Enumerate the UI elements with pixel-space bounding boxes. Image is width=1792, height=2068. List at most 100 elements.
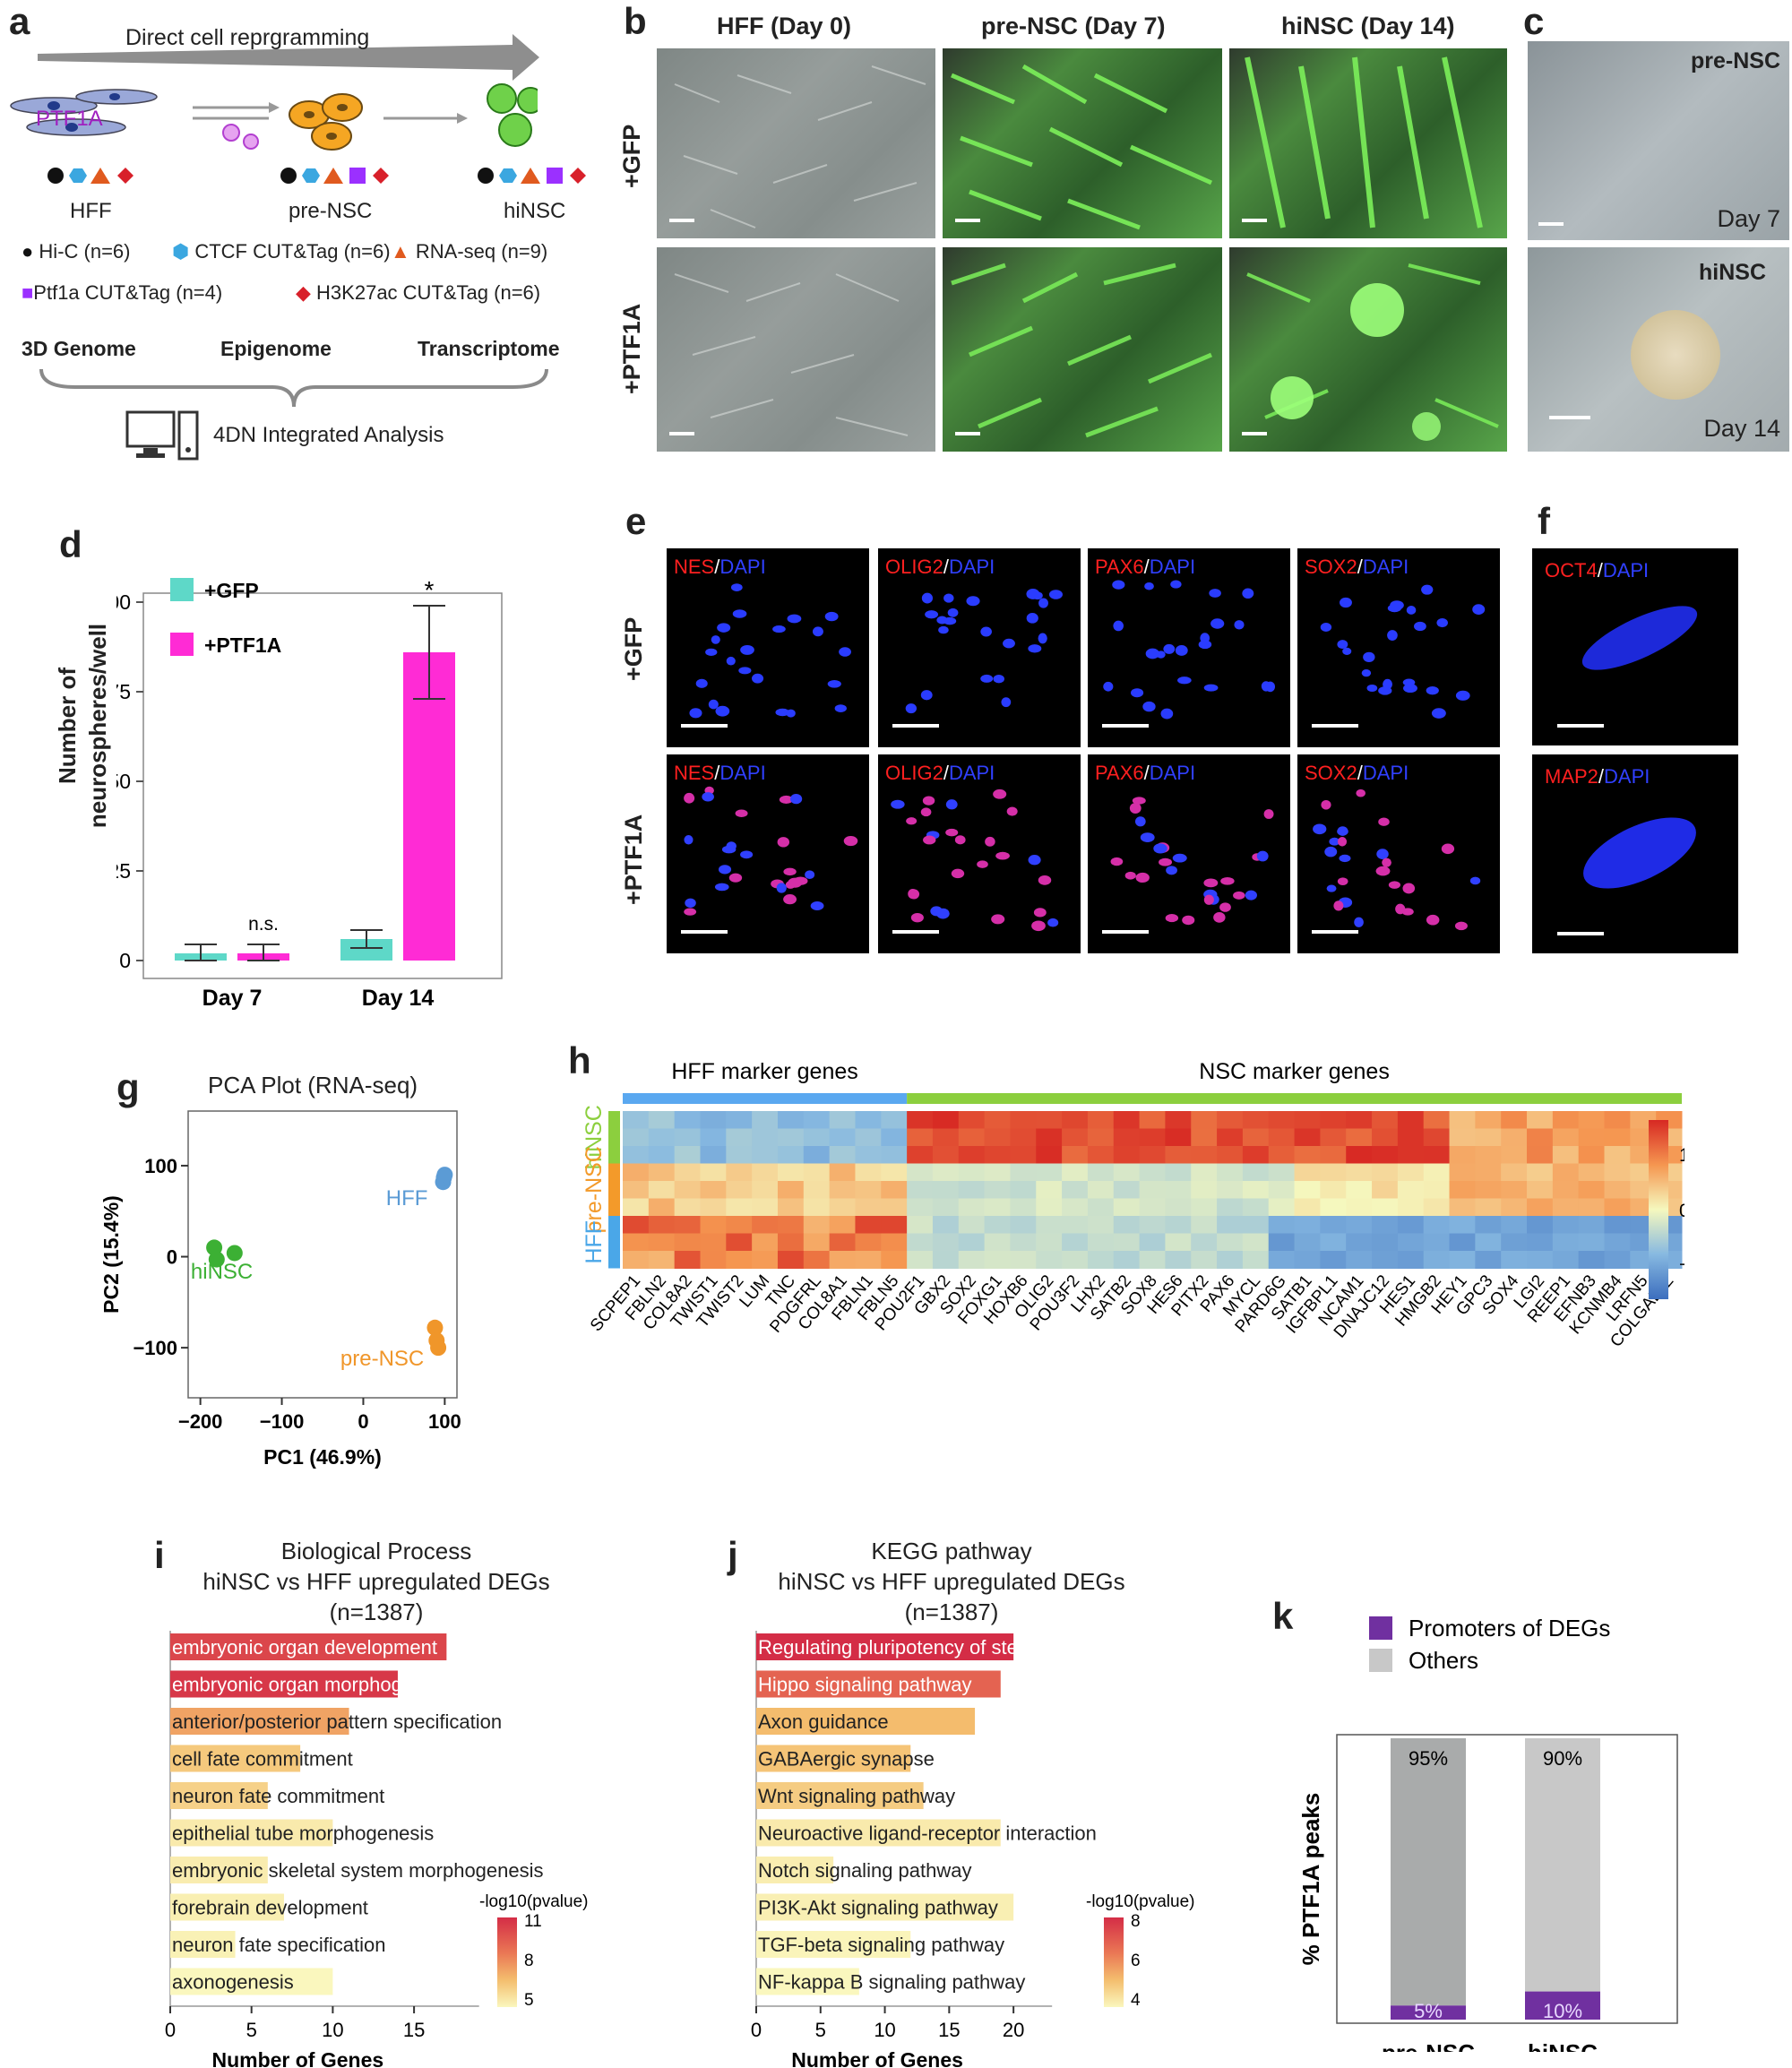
h-cell bbox=[1217, 1111, 1244, 1129]
nucleus bbox=[1436, 617, 1448, 628]
h-cell bbox=[1191, 1181, 1218, 1199]
legend-ptf1a: ■Ptf1a CUT&Tag (n=4) bbox=[22, 281, 223, 304]
h-cell bbox=[907, 1163, 934, 1182]
nucleus bbox=[1135, 872, 1150, 883]
nucleus bbox=[730, 583, 743, 591]
h-cell bbox=[623, 1216, 650, 1234]
nucleus bbox=[1001, 697, 1012, 708]
h-cell bbox=[1036, 1111, 1063, 1129]
nucleus bbox=[1047, 918, 1059, 927]
h-cell bbox=[1552, 1251, 1580, 1269]
nucleus bbox=[785, 881, 796, 889]
g-ytick-label: −100 bbox=[133, 1337, 177, 1359]
h-cell bbox=[1268, 1128, 1296, 1147]
h-cell bbox=[907, 1198, 934, 1217]
h-cell bbox=[1087, 1128, 1115, 1147]
h-cell bbox=[777, 1198, 805, 1217]
nucleus bbox=[1110, 857, 1124, 866]
k-bar-promoter bbox=[1391, 2005, 1466, 2020]
cell-schematic bbox=[0, 81, 544, 152]
nucleus bbox=[1003, 638, 1015, 649]
d-bar bbox=[403, 652, 455, 961]
h-cell bbox=[1475, 1181, 1502, 1199]
panel-letter-a: a bbox=[9, 0, 30, 42]
h-cell bbox=[855, 1198, 882, 1217]
g-xlabel: PC1 (46.9%) bbox=[263, 1445, 382, 1469]
nucleus bbox=[966, 596, 980, 607]
h-cell bbox=[1423, 1198, 1451, 1217]
h-cell bbox=[726, 1163, 753, 1182]
assay-shapes-icon bbox=[478, 168, 586, 184]
nucleus bbox=[789, 794, 803, 805]
nucleus bbox=[908, 889, 918, 900]
k-label-others: 95% bbox=[1409, 1747, 1448, 1770]
g-point bbox=[426, 1319, 444, 1336]
chart-i-bar-label: neuron fate specification bbox=[172, 1934, 386, 1956]
h-cell bbox=[700, 1111, 727, 1129]
j-title-line1: KEGG pathway bbox=[871, 1538, 1032, 1564]
h-cell bbox=[984, 1146, 1011, 1164]
h-cell bbox=[1423, 1251, 1451, 1269]
h-cell bbox=[1268, 1216, 1296, 1234]
h-cell bbox=[932, 1233, 960, 1252]
nucleus bbox=[751, 673, 764, 684]
h-cell bbox=[932, 1216, 960, 1234]
h-cell bbox=[726, 1198, 753, 1217]
h-cell bbox=[1320, 1198, 1347, 1217]
nucleus bbox=[1134, 816, 1146, 827]
h-cell bbox=[1475, 1128, 1502, 1147]
panel-letter-c: c bbox=[1523, 0, 1545, 42]
h-cell bbox=[777, 1111, 805, 1129]
nucleus bbox=[1378, 686, 1392, 695]
nucleus bbox=[1337, 827, 1348, 836]
h-cell bbox=[1320, 1251, 1347, 1269]
h-cell bbox=[958, 1111, 986, 1129]
h-cell bbox=[1242, 1146, 1270, 1164]
micrograph-c-prensc: pre-NSC Day 7 bbox=[1528, 41, 1789, 240]
nucleus bbox=[1337, 640, 1348, 650]
chart-i-bar-label: neuron fate commitment bbox=[172, 1785, 384, 1807]
nucleus bbox=[776, 883, 787, 893]
h-cell bbox=[1578, 1146, 1606, 1164]
chart-i-bar-label: cell fate commitment bbox=[172, 1748, 353, 1771]
nucleus bbox=[920, 807, 932, 817]
h-cell bbox=[1449, 1146, 1476, 1164]
chart-j: Regulating pluripotency of stem cells Hip… bbox=[751, 1631, 1194, 2068]
chart-j-legend-bar bbox=[1104, 1917, 1124, 2007]
chart-d: 0 25 50 75 100 Day 7 Day 14 n.s. * +GFP +PTF1A bbox=[116, 576, 503, 1011]
k-bar-promoter bbox=[1525, 1991, 1600, 2020]
nucleus bbox=[1103, 681, 1114, 692]
h-cell bbox=[752, 1181, 779, 1199]
h-cell bbox=[1501, 1198, 1528, 1217]
h-cell bbox=[1604, 1181, 1631, 1199]
nucleus bbox=[1124, 871, 1136, 880]
h-cell bbox=[829, 1251, 856, 1269]
h-cell bbox=[1242, 1198, 1270, 1217]
h-cell bbox=[907, 1128, 934, 1147]
h-cell bbox=[1139, 1198, 1166, 1217]
nucleus bbox=[980, 626, 992, 637]
nucleus bbox=[1426, 914, 1440, 926]
h-cell bbox=[1449, 1181, 1476, 1199]
h-cell bbox=[648, 1251, 676, 1269]
h-cell bbox=[1191, 1251, 1218, 1269]
chart-j-xtick-label: 10 bbox=[874, 2019, 895, 2041]
h-cell bbox=[803, 1128, 831, 1147]
h-cell bbox=[1320, 1128, 1347, 1147]
f-map2-label: MAP2/DAPI bbox=[1545, 765, 1650, 788]
h-cell bbox=[1397, 1216, 1425, 1234]
chart-i-bar bbox=[170, 1819, 333, 1847]
nucleus bbox=[740, 850, 754, 859]
h-cell bbox=[984, 1181, 1011, 1199]
chart-i-legend-title: -log10(pvalue) bbox=[479, 1892, 588, 1911]
micrograph-e-pax6-ptf1a: PAX6/DAPI bbox=[1088, 754, 1290, 953]
h-cell bbox=[1320, 1181, 1347, 1199]
nucleus bbox=[1153, 843, 1167, 854]
h-cell bbox=[674, 1163, 701, 1182]
h-cell bbox=[1501, 1233, 1528, 1252]
h-cell bbox=[1139, 1128, 1166, 1147]
nucleus bbox=[920, 690, 933, 701]
nucleus bbox=[711, 635, 720, 644]
nucleus bbox=[740, 644, 754, 655]
nucleus bbox=[1132, 797, 1146, 805]
